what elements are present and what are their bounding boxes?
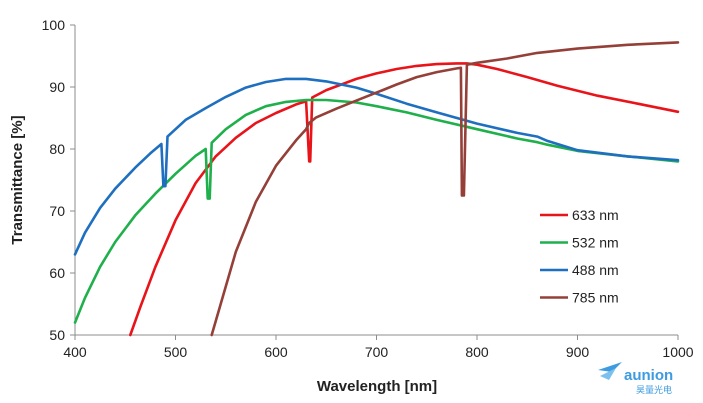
y-axis-title: Transmittance [%]	[9, 115, 26, 244]
logo-mark-icon	[598, 362, 622, 372]
axes: 400 500 600 700 800 900 1000 50 60 70 80 90 100	[42, 17, 694, 360]
logo-swoosh-icon	[600, 368, 616, 380]
y-tick-label: 80	[49, 141, 65, 157]
x-tick-label: 1000	[662, 344, 693, 360]
x-tick-label: 500	[164, 344, 188, 360]
legend-label-785-nm: 785 nm	[572, 290, 619, 306]
x-tick-label: 600	[264, 344, 288, 360]
y-tick-label: 90	[49, 79, 65, 95]
series-line-633-nm	[129, 62, 680, 337]
x-axis-title: Wavelength [nm]	[317, 378, 437, 395]
legend-label-488-nm: 488 nm	[572, 262, 619, 278]
y-tick-label: 70	[49, 203, 65, 219]
legend: 633 nm 532 nm 488 nm 785 nm	[540, 207, 619, 306]
series-layer	[73, 41, 680, 337]
series-line-488-nm	[73, 77, 680, 256]
series-line-532-nm	[73, 98, 680, 324]
y-tick-label: 50	[49, 327, 65, 343]
x-tick-label: 700	[365, 344, 389, 360]
legend-label-633-nm: 633 nm	[572, 207, 619, 223]
y-tick-label: 100	[42, 17, 66, 33]
aunion-logo: aunion 昊量光电	[598, 362, 673, 395]
x-tick-label: 400	[63, 344, 87, 360]
series-line-785-nm	[210, 41, 680, 337]
brand-name: aunion	[624, 367, 673, 384]
brand-subtitle: 昊量光电	[636, 384, 672, 395]
legend-label-532-nm: 532 nm	[572, 235, 619, 251]
x-tick-label: 800	[465, 344, 489, 360]
x-tick-label: 900	[566, 344, 590, 360]
y-tick-label: 60	[49, 265, 65, 281]
